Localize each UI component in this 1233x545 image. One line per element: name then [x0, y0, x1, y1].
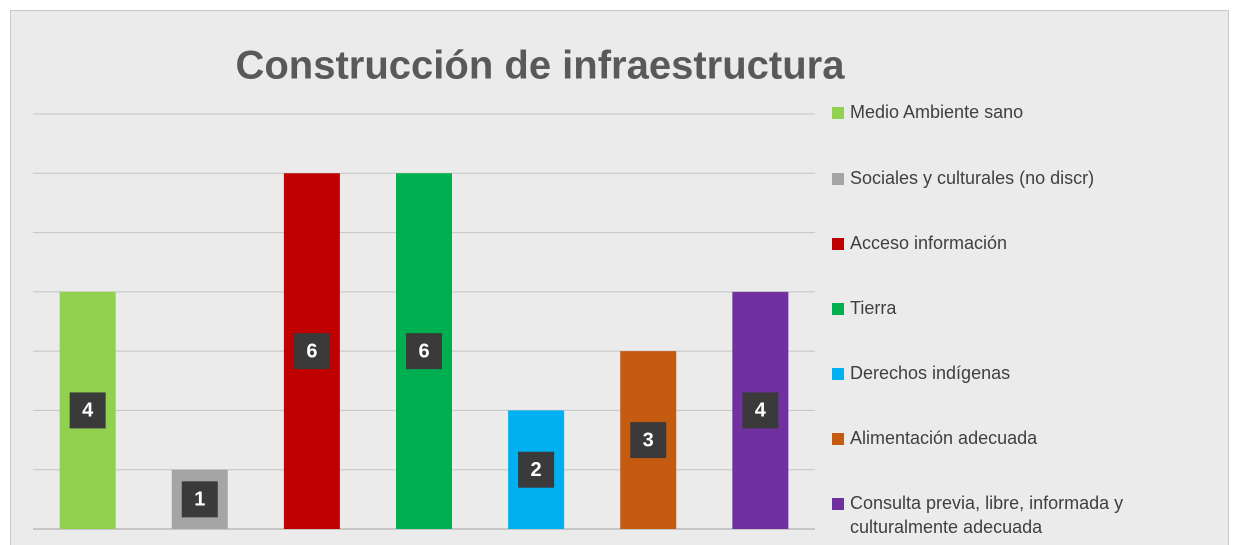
legend-item: Consulta previa, libre, informada y cult… — [832, 491, 1224, 539]
chart-frame — [10, 10, 1229, 545]
legend-swatch — [832, 107, 844, 119]
data-label-box — [181, 481, 218, 518]
data-label: 6 — [306, 340, 317, 362]
legend-item: Medio Ambiente sano — [832, 100, 1224, 124]
legend-item: Derechos indígenas — [832, 361, 1224, 385]
data-label-box — [742, 392, 779, 429]
legend-label: Consulta previa, libre, informada y cult… — [850, 493, 1124, 537]
data-label: 6 — [418, 340, 429, 362]
legend-label: Medio Ambiente sano — [850, 102, 1024, 122]
data-label-box — [518, 451, 555, 488]
data-label-box — [69, 392, 106, 429]
data-label: 4 — [755, 400, 767, 422]
legend-item: Tierra — [832, 296, 1224, 320]
data-label: 1 — [194, 489, 205, 511]
chart-title: Construcción de infraestructura — [235, 44, 845, 88]
data-label: 2 — [531, 459, 542, 481]
legend-item: Sociales y culturales (no discr) — [832, 166, 1224, 190]
legend-swatch — [832, 173, 844, 185]
legend-item: Acceso información — [832, 231, 1224, 255]
legend-swatch — [832, 238, 844, 250]
legend-swatch — [832, 303, 844, 315]
legend-label: Derechos indígenas — [850, 363, 1011, 383]
legend-swatch — [832, 368, 844, 380]
legend-label: Sociales y culturales (no discr) — [850, 168, 1095, 188]
data-label-box — [406, 333, 442, 370]
legend-label: Acceso información — [850, 233, 1008, 253]
legend-swatch — [832, 433, 844, 445]
legend-item: Alimentación adecuada — [832, 426, 1224, 450]
data-label-box — [293, 333, 330, 370]
legend-label: Alimentación adecuada — [850, 428, 1038, 448]
data-label-box — [630, 422, 667, 459]
legend-label: Tierra — [850, 298, 897, 318]
data-label: 4 — [82, 400, 94, 422]
data-label: 3 — [643, 429, 654, 451]
legend-swatch — [832, 498, 844, 510]
